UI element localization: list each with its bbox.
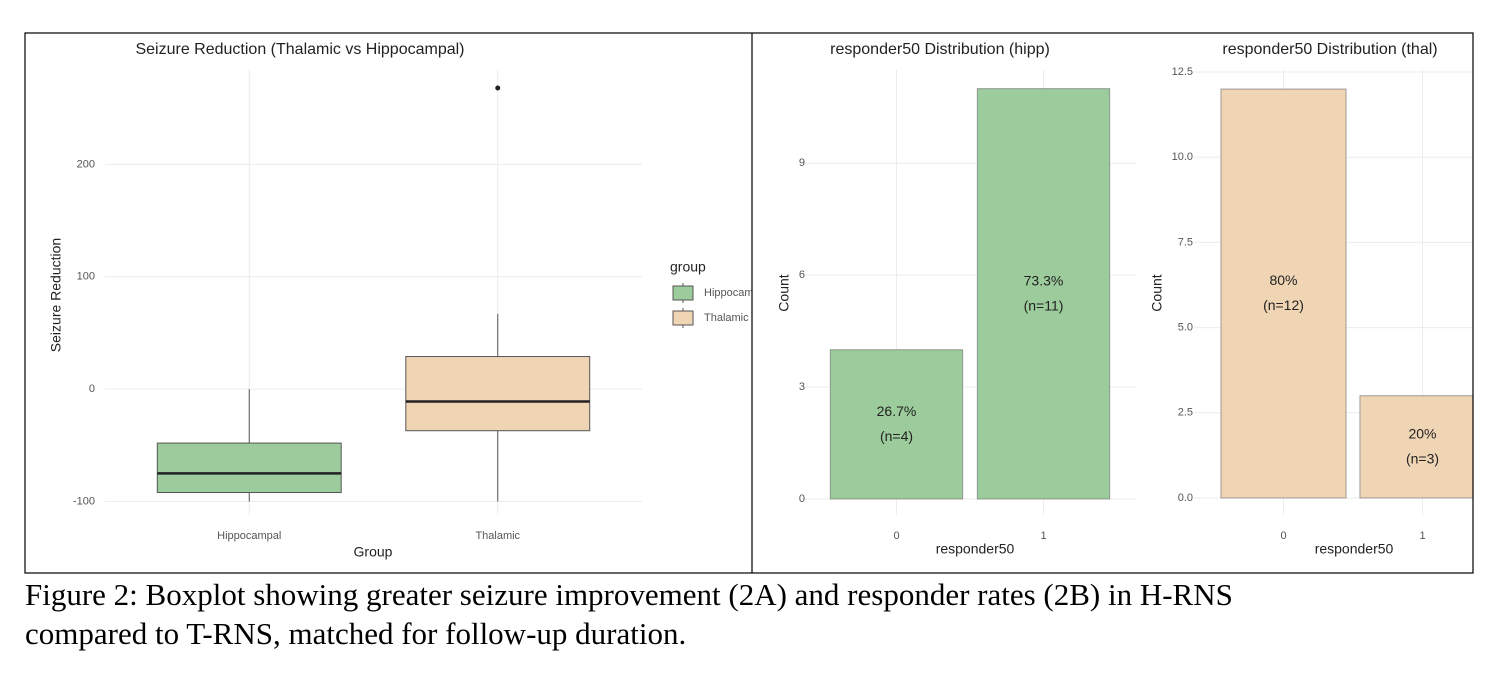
y-tick-label: 0 [89, 383, 95, 395]
legend-label: Hippocampal [704, 287, 768, 299]
chart-title: Seizure Reduction (Thalamic vs Hippocamp… [135, 41, 464, 58]
count-label: (n=11) [1024, 298, 1064, 314]
y-tick-label: 9 [799, 157, 805, 169]
y-tick-label: 0 [799, 493, 805, 505]
count-label: (n=4) [880, 428, 913, 444]
thal-panel: 0.0 2.5 5.0 7.5 10.0 12.5 0 1 responder50 Distri… [1149, 41, 1473, 557]
caption-line: Figure 2: Boxplot showing greater seizur… [25, 577, 1233, 612]
x-tick-label: 0 [1280, 530, 1286, 542]
boxplot-panel: -100 0 100 200 Hippocampal Thalamic Seizure Re… [48, 41, 768, 560]
percent-label: 80% [1269, 272, 1297, 288]
caption-line: compared to T-RNS, matched for follow-up… [25, 616, 686, 651]
y-tick-label: 0.0 [1178, 492, 1193, 504]
y-tick-label: -100 [73, 495, 95, 507]
y-tick-label: 200 [77, 158, 95, 170]
chart-title: responder50 Distribution (hipp) [830, 41, 1050, 58]
y-tick-label: 12.5 [1172, 66, 1193, 78]
count-label: (n=12) [1263, 297, 1304, 313]
percent-label: 20% [1408, 426, 1436, 442]
y-tick-label: 100 [77, 271, 95, 283]
box [405, 356, 591, 432]
bar [1220, 88, 1347, 499]
y-tick-label: 3 [799, 381, 805, 393]
x-axis-label: Group [354, 544, 393, 560]
x-axis-label: responder50 [1315, 541, 1394, 557]
bar [829, 349, 964, 500]
x-tick-label: 0 [893, 530, 899, 542]
percent-label: 26.7% [877, 403, 917, 419]
y-tick-label: 7.5 [1178, 236, 1193, 248]
x-tick-label: Thalamic [475, 530, 520, 542]
bar [976, 88, 1111, 500]
legend-title: group [670, 259, 706, 275]
x-tick-label: 1 [1040, 530, 1046, 542]
x-tick-label: Hippocampal [217, 530, 281, 542]
box [156, 442, 342, 494]
percent-label: 73.3% [1024, 273, 1064, 289]
y-axis-label: Seizure Reduction [48, 238, 64, 352]
x-tick-label: 1 [1419, 530, 1425, 542]
legend-key [672, 310, 694, 326]
x-axis-label: responder50 [936, 541, 1015, 557]
legend-key [672, 285, 694, 301]
chart-title: responder50 Distribution (thal) [1222, 41, 1437, 58]
y-axis-label: Count [1149, 274, 1165, 311]
frame [24, 32, 1474, 574]
y-tick-label: 2.5 [1178, 407, 1193, 419]
hipp-panel: 0 3 6 9 0 1 responder50 Distribution (hipp) res… [776, 41, 1137, 557]
y-tick-label: 10.0 [1172, 151, 1193, 163]
y-axis-label: Count [776, 274, 792, 311]
y-tick-label: 5.0 [1178, 322, 1193, 334]
count-label: (n=3) [1406, 451, 1439, 467]
y-tick-label: 6 [799, 269, 805, 281]
legend-label: Thalamic [704, 312, 749, 324]
outlier [495, 85, 501, 91]
bar [1359, 395, 1473, 499]
